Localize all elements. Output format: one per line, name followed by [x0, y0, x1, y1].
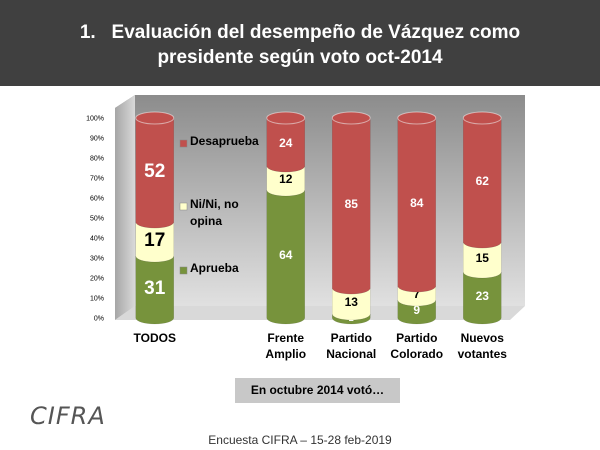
legend-swatch	[179, 139, 188, 148]
cylinder-top	[266, 111, 306, 125]
source: Encuesta CIFRA – 15-28 feb-2019	[208, 433, 392, 447]
y-tick-label: 20%	[90, 276, 104, 283]
side-wall	[115, 95, 135, 320]
y-tick-label: 70%	[90, 176, 104, 183]
y-tick-label: 0%	[94, 316, 104, 323]
value-label: 7	[413, 287, 420, 301]
legend-label: Aprueba	[190, 261, 239, 275]
cylinder-top	[331, 111, 371, 125]
value-label: 52	[144, 161, 165, 182]
value-label: 31	[144, 278, 166, 299]
logo: CIFRA	[30, 402, 106, 430]
value-label: 12	[279, 172, 293, 186]
x-tick-label: Nuevos votantes	[457, 331, 507, 361]
x-tick-label: TODOS	[133, 331, 176, 345]
x-tick-label: Partido Nacional	[326, 331, 377, 361]
value-label: 13	[345, 295, 359, 309]
header	[0, 0, 600, 86]
y-tick-label: 80%	[90, 156, 104, 163]
legend-label: Desaprueba	[190, 134, 259, 148]
y-tick-label: 10%	[90, 296, 104, 303]
group-label: En octubre 2014 votó…	[235, 378, 400, 403]
chart-title: 1. Evaluación del desempeño de Vázquez c…	[79, 22, 526, 68]
y-tick-label: 60%	[90, 196, 104, 203]
y-tick-label: 90%	[90, 136, 104, 143]
cylinder-top	[462, 111, 502, 125]
cylinder-top	[397, 111, 437, 125]
value-label: 23	[476, 289, 490, 303]
x-tick-label: Partido Colorado	[390, 331, 444, 361]
value-label: 9	[413, 303, 420, 317]
value-label: 62	[476, 174, 490, 188]
y-tick-label: 40%	[90, 236, 104, 243]
x-tick-label: Frente Amplio	[265, 331, 307, 361]
cylinder-top	[135, 111, 175, 125]
value-label: 17	[144, 230, 165, 251]
y-tick-label: 100%	[86, 116, 104, 123]
legend-swatch	[179, 202, 188, 211]
value-label: 24	[279, 136, 293, 150]
value-label: 85	[345, 197, 359, 211]
legend-swatch	[179, 266, 188, 275]
y-tick-label: 50%	[90, 216, 104, 223]
value-label: 15	[476, 251, 490, 265]
y-tick-label: 30%	[90, 256, 104, 263]
value-label: 84	[410, 196, 424, 210]
legend-label: Ni/Ni, no opina	[190, 197, 239, 228]
value-label: 64	[279, 248, 293, 262]
